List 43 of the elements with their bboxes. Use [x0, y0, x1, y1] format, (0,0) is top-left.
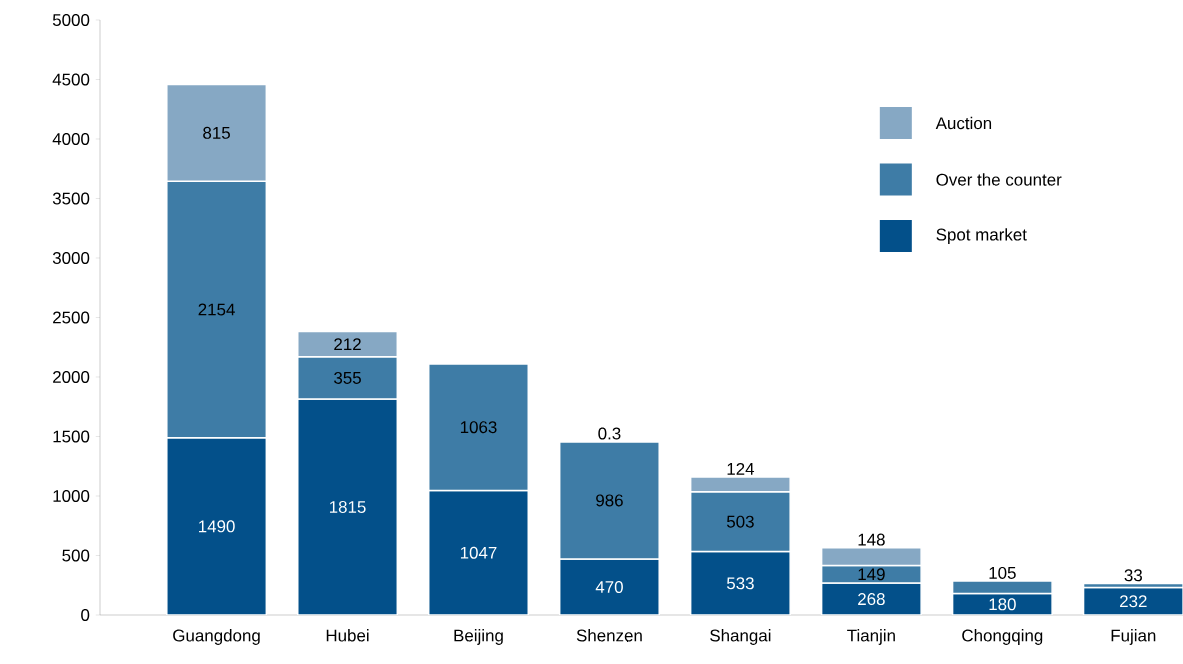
data-label: 533: [726, 577, 754, 590]
x-tick-label: Shangai: [710, 629, 771, 645]
data-label: 1047: [460, 546, 497, 559]
data-label: 1815: [329, 501, 366, 514]
y-tick-label: 2500: [53, 311, 90, 324]
y-tick-label: 500: [62, 549, 90, 562]
y-tick-label: 1500: [53, 430, 90, 443]
data-label: 2154: [198, 303, 235, 316]
data-label: 149: [858, 568, 885, 581]
data-label: 180: [989, 598, 1016, 611]
x-tick-label: Beijing: [454, 629, 503, 645]
y-tick-label: 3000: [52, 252, 90, 264]
y-tick-label: 1000: [53, 490, 90, 502]
data-label: 148: [858, 533, 885, 546]
legend-label: Spot market: [936, 228, 1027, 244]
data-label: 503: [726, 515, 754, 528]
x-tick-label: Shenzen: [576, 629, 642, 642]
data-label: 1063: [460, 421, 497, 434]
legend-label: Auction: [935, 116, 992, 130]
legend-label: Over the counter: [936, 173, 1062, 186]
data-label: 124: [727, 462, 755, 475]
data-label: 1490: [199, 520, 235, 533]
data-label: 232: [1120, 595, 1147, 608]
data-label: 815: [203, 126, 230, 139]
x-tick-label: Hubei: [326, 629, 369, 642]
x-tick-label: Chongqing: [962, 629, 1043, 645]
data-label: 355: [334, 371, 361, 384]
y-tick-label: 2000: [53, 371, 90, 383]
data-label: 986: [596, 494, 623, 507]
x-tick-label: Tianjin: [847, 629, 895, 645]
data-label: 33: [1124, 569, 1142, 582]
data-label: 212: [334, 338, 361, 351]
data-label: 105: [989, 566, 1016, 579]
y-tick-label: 5000: [52, 14, 90, 26]
data-label: 470: [595, 581, 623, 594]
y-tick-label: 0: [81, 609, 90, 621]
x-tick-label: Fujian: [1111, 629, 1156, 645]
data-label: 0.3: [598, 427, 621, 440]
data-label: 268: [858, 593, 885, 606]
y-tick-label: 3500: [52, 192, 90, 205]
y-tick-label: 4500: [52, 73, 90, 86]
x-tick-label: Guangdong: [173, 629, 260, 645]
y-tick-label: 4000: [52, 133, 90, 145]
